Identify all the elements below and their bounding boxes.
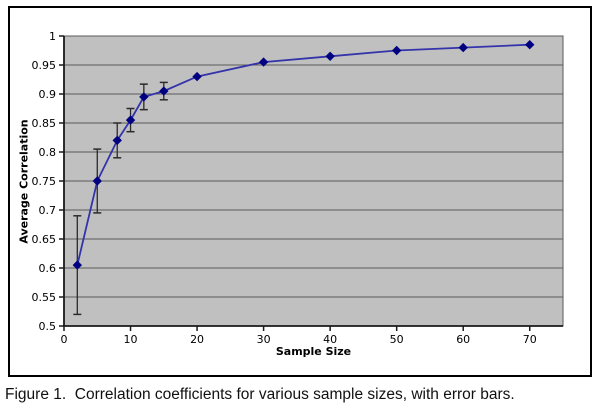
data-point-marker xyxy=(125,115,136,125)
x-axis-title: Sample Size xyxy=(275,345,352,358)
y-tick-label: 0.65 xyxy=(32,233,57,246)
data-point-marker xyxy=(112,135,122,146)
y-tick-label: 0.9 xyxy=(39,88,57,101)
figure-caption: Figure 1. Correlation coefficients for v… xyxy=(5,386,515,403)
y-tick-label: 1 xyxy=(49,30,56,43)
chart-frame: 0.5 0.55 0.6 0.65 0.7 0.75 0.8 0.85 0.9 0.95 1 0 10 2… xyxy=(8,6,592,377)
x-tick-label: 40 xyxy=(323,333,337,346)
data-point-marker xyxy=(525,39,535,50)
x-tick-label: 20 xyxy=(190,333,204,346)
x-tick-label: 60 xyxy=(456,333,470,346)
y-tick-label: 0.75 xyxy=(32,175,57,188)
x-tick-label: 30 xyxy=(257,333,271,346)
y-tick-label: 0.6 xyxy=(39,262,57,275)
y-tick-label: 0.55 xyxy=(32,291,57,304)
data-point-marker xyxy=(325,51,335,62)
y-tick-label: 0.8 xyxy=(39,146,57,159)
y-tick-label: 0.7 xyxy=(39,204,57,217)
y-tick-label: 0.85 xyxy=(32,117,57,130)
data-point-marker xyxy=(72,260,83,270)
x-tick-label: 0 xyxy=(61,333,68,346)
data-point-marker xyxy=(139,92,149,102)
y-tick-label: 0.95 xyxy=(32,59,57,72)
x-tick-label: 50 xyxy=(390,333,404,346)
series-line xyxy=(76,43,530,266)
data-point-marker xyxy=(192,71,202,82)
data-point-marker xyxy=(92,176,102,186)
data-point-marker xyxy=(258,57,269,67)
data-point-marker xyxy=(159,86,169,96)
x-tick-label: 70 xyxy=(523,333,537,346)
y-tick-label: 0.5 xyxy=(39,320,57,333)
x-tick-label: 10 xyxy=(124,333,138,346)
data-point-marker xyxy=(458,42,468,53)
data-point-marker xyxy=(391,45,402,56)
y-axis-title: Average Correlation xyxy=(17,119,31,244)
